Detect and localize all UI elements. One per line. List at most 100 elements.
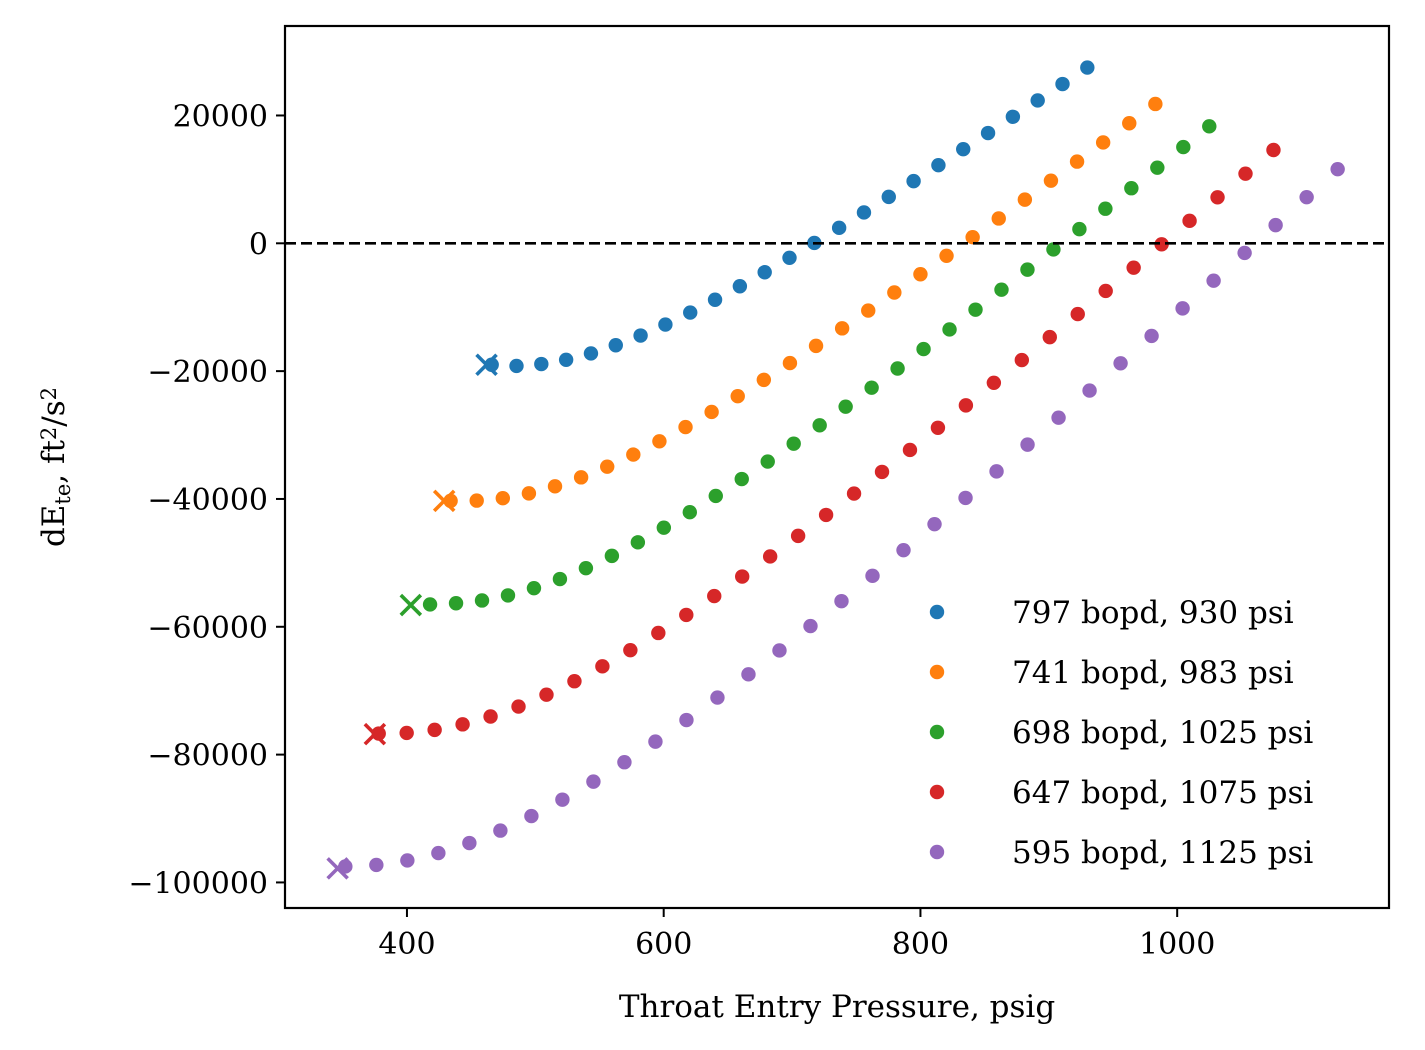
legend-label: 797 bopd, 930 psi (1012, 595, 1294, 631)
data-point (462, 835, 477, 851)
data-point (710, 690, 725, 705)
data-point (861, 303, 876, 318)
data-point (679, 712, 694, 728)
plot-content (326, 60, 1345, 880)
data-point (1148, 96, 1163, 112)
data-point (1150, 160, 1165, 175)
data-point (595, 659, 610, 674)
legend-label: 647 bopd, 1075 psi (1012, 775, 1313, 811)
data-point (838, 399, 853, 414)
data-point (808, 338, 824, 354)
data-point (1175, 301, 1190, 316)
start-marker (326, 857, 349, 880)
data-point (1017, 192, 1033, 207)
data-point (958, 398, 974, 413)
data-point (1202, 119, 1217, 134)
data-point (980, 125, 996, 141)
data-point (427, 722, 442, 738)
data-point (965, 230, 980, 245)
data-point (730, 388, 745, 404)
data-point (874, 464, 890, 480)
data-point (812, 418, 827, 433)
data-point (1098, 201, 1113, 216)
y-axis-label: dEte, ft2/s2 (36, 387, 75, 547)
data-point (1043, 173, 1059, 188)
data-point (648, 734, 663, 749)
data-point (707, 588, 722, 604)
data-point (735, 569, 750, 584)
data-point (547, 479, 563, 494)
data-point (555, 792, 570, 807)
data-point (1030, 93, 1045, 108)
start-marker (475, 353, 498, 377)
data-point (567, 674, 582, 689)
start-marker (432, 489, 456, 513)
data-point (511, 699, 526, 714)
data-point (630, 535, 646, 550)
data-point (762, 549, 778, 564)
y-axis-ticks: 20000 0 −20000 −40000 −60000 −80000 −100000 (128, 99, 285, 901)
data-point (831, 220, 847, 236)
data-point (956, 141, 971, 157)
data-point (552, 571, 568, 587)
legend-marker (929, 724, 945, 740)
data-point (887, 285, 902, 300)
y-tick-label: −60000 (147, 611, 268, 646)
data-point (573, 470, 589, 485)
data-point (623, 642, 638, 658)
series-group (432, 96, 1163, 513)
data-point (916, 341, 931, 357)
data-point (1020, 262, 1035, 277)
x-tick-label: 800 (892, 927, 949, 962)
data-point (448, 596, 464, 611)
x-tick-label: 1000 (1139, 927, 1215, 962)
y-tick-label: −20000 (147, 355, 268, 390)
data-point (803, 618, 818, 634)
x-axis-ticks: 400 600 800 1000 (378, 908, 1215, 962)
data-point (524, 808, 539, 824)
data-point (1042, 329, 1057, 345)
legend-item: 595 bopd, 1125 psi (929, 835, 1313, 871)
legend: 797 bopd, 930 psi 741 bopd, 983 psi 698 bo… (929, 595, 1313, 871)
data-point (1124, 181, 1139, 196)
data-point (586, 774, 601, 789)
legend-label: 595 bopd, 1125 psi (1012, 835, 1313, 871)
data-point (927, 516, 942, 532)
data-point (534, 356, 549, 372)
data-point (760, 454, 775, 469)
data-point (707, 292, 723, 307)
data-point (474, 593, 490, 608)
legend-item: 741 bopd, 983 psi (929, 655, 1294, 691)
x-axis-label: Throat Entry Pressure, psig (619, 989, 1055, 1025)
data-point (1070, 306, 1085, 322)
data-point (400, 853, 415, 868)
data-point (500, 588, 516, 603)
data-point (526, 580, 542, 596)
data-point (1126, 260, 1141, 275)
data-point (1113, 356, 1128, 371)
data-point (890, 361, 905, 376)
data-point (1095, 135, 1111, 150)
data-point (704, 404, 719, 420)
data-point (1182, 213, 1197, 229)
data-point (772, 643, 787, 658)
series-group (363, 142, 1281, 746)
data-point (1238, 166, 1253, 181)
data-point (790, 528, 806, 544)
data-point (906, 173, 921, 189)
series-group (475, 60, 1095, 377)
data-point (679, 607, 694, 623)
series-group (399, 119, 1217, 617)
data-point (495, 490, 511, 506)
data-point (1122, 116, 1137, 131)
data-point (469, 493, 484, 508)
data-point (1154, 237, 1169, 252)
y-tick-label: 0 (249, 227, 268, 262)
data-point (994, 282, 1009, 297)
data-point (989, 464, 1004, 479)
data-point (1299, 189, 1314, 205)
data-point (734, 471, 749, 487)
data-point (658, 317, 673, 332)
data-point (865, 568, 880, 584)
